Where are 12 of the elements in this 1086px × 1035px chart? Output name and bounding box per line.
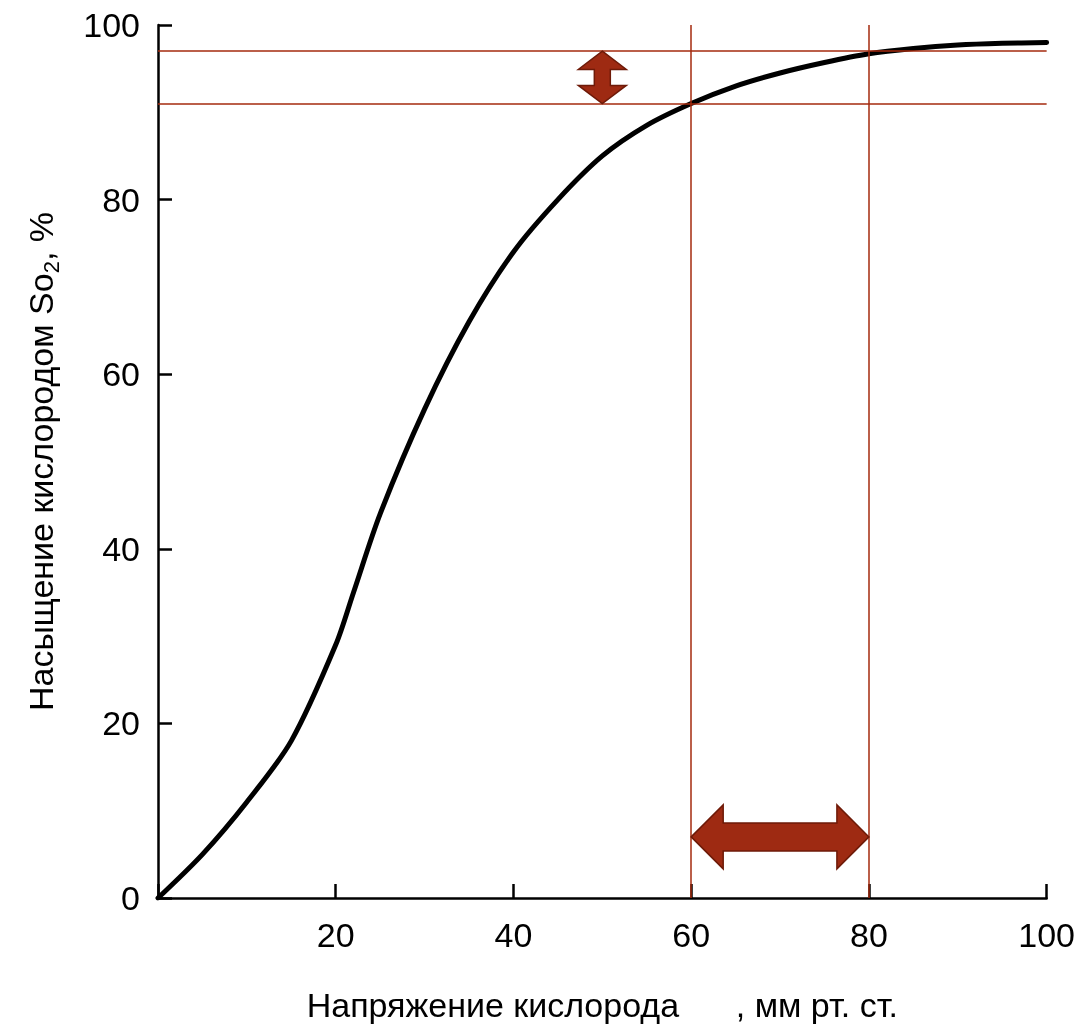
x-tick-label: 100 [1018,916,1075,954]
x-tick-label: 60 [672,916,711,954]
y-tick-label: 100 [83,6,140,44]
x-tick-label: 20 [316,916,355,954]
x-axis-title: Напряжение кислорода , мм рт. ст. [306,986,898,1024]
y-tick-label: 40 [102,529,140,568]
x-tick-label: 80 [849,916,888,954]
y-tick-label: 80 [102,180,140,219]
y-tick-label: 0 [121,879,140,917]
y-tick-label: 20 [102,704,140,743]
x-tick-label: 40 [494,916,533,954]
y-tick-label: 60 [102,355,140,394]
